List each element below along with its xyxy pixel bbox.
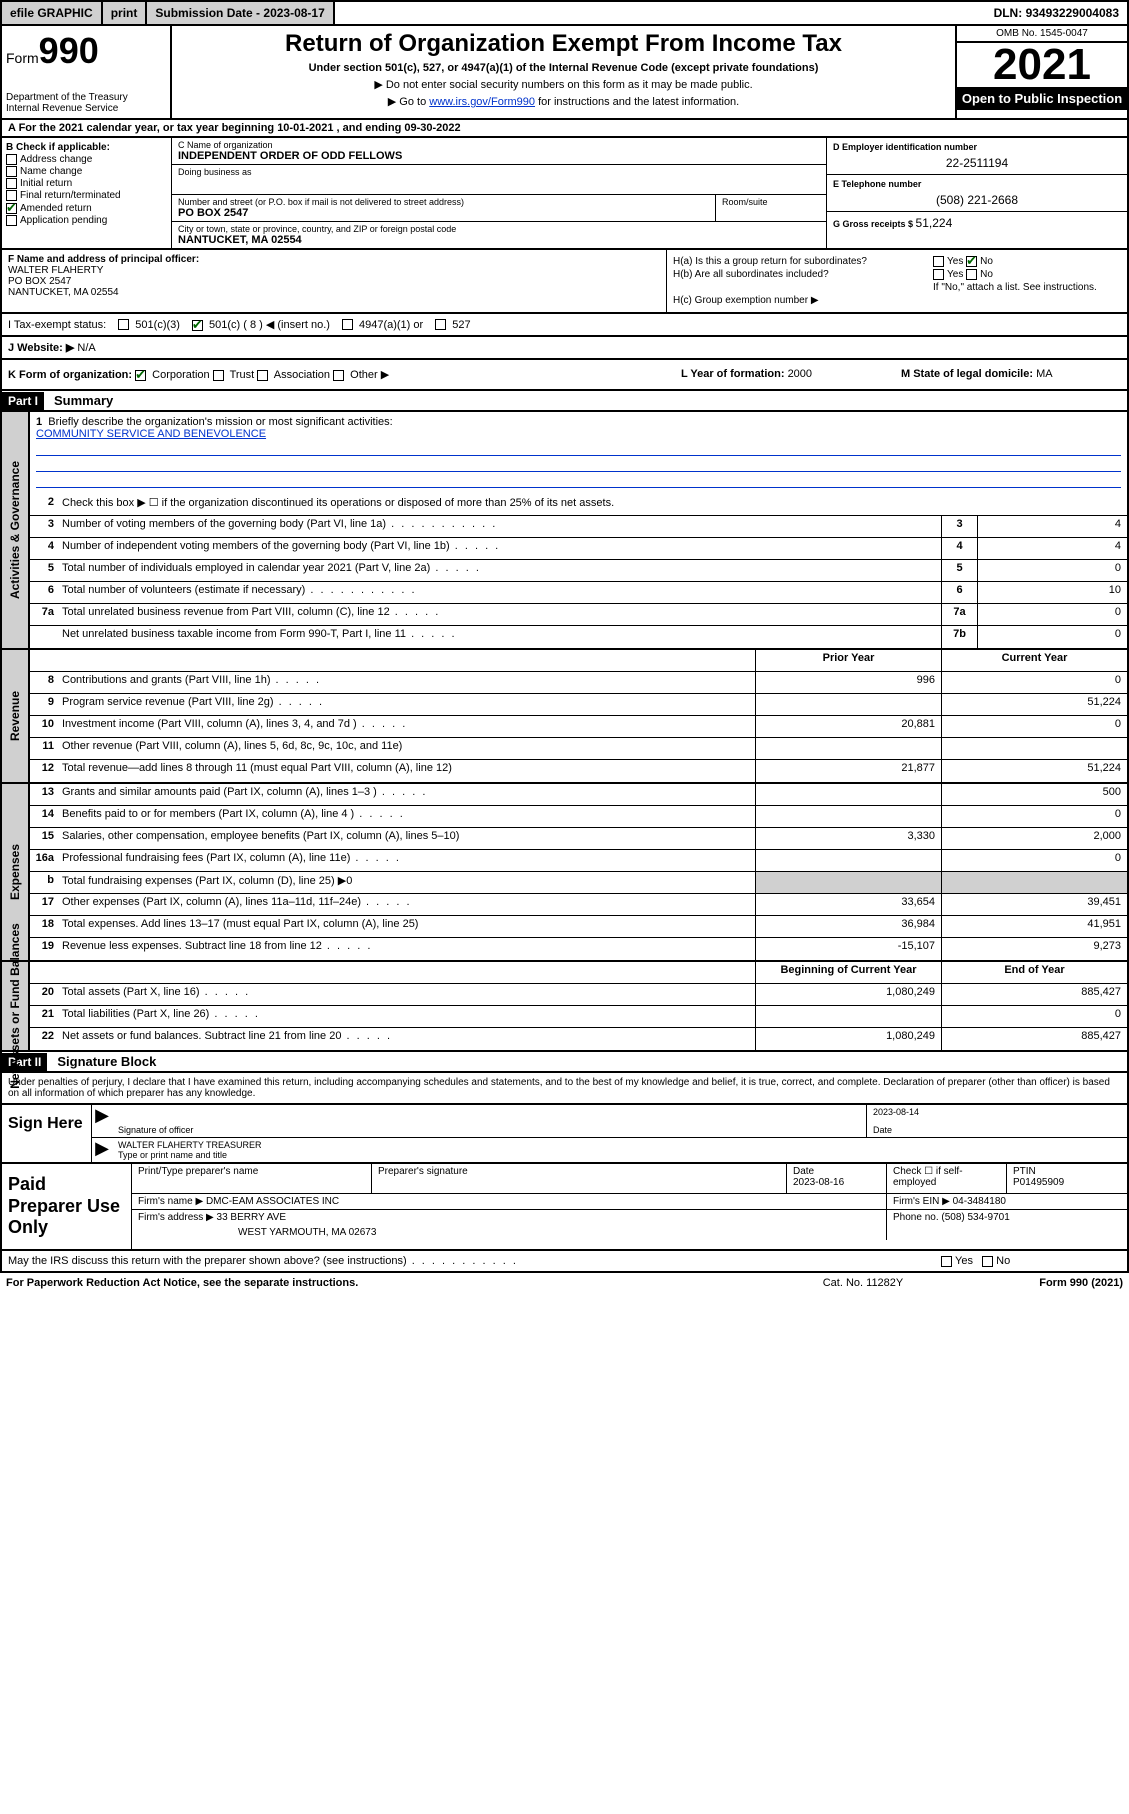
block-bcdeg: B Check if applicable: Address change Na…: [0, 138, 1129, 250]
submission-date: Submission Date - 2023-08-17: [147, 2, 334, 24]
section-net-assets: Net Assets or Fund Balances Beginning of…: [0, 962, 1129, 1052]
part2-header: Part II Signature Block: [0, 1052, 1129, 1073]
gross-receipts: 51,224: [916, 216, 953, 230]
officer-name: WALTER FLAHERTY TREASURER: [118, 1140, 1121, 1150]
block-fh: F Name and address of principal officer:…: [0, 250, 1129, 314]
perjury-statement: Under penalties of perjury, I declare th…: [0, 1073, 1129, 1105]
section-governance: Activities & Governance 1 Briefly descri…: [0, 412, 1129, 650]
row-klm: K Form of organization: Corporation Trus…: [0, 360, 1129, 391]
print-button[interactable]: print: [103, 2, 148, 24]
col-f-officer: F Name and address of principal officer:…: [2, 250, 667, 312]
irs-link[interactable]: www.irs.gov/Form990: [429, 96, 535, 108]
row-j-website: J Website: ▶ N/A: [0, 337, 1129, 360]
preparer-firm: DMC-EAM ASSOCIATES INC: [206, 1196, 339, 1207]
irs-discuss-row: May the IRS discuss this return with the…: [0, 1251, 1129, 1273]
footer: For Paperwork Reduction Act Notice, see …: [0, 1273, 1129, 1293]
part1-header: Part I Summary: [0, 391, 1129, 412]
form-title: Return of Organization Exempt From Incom…: [178, 30, 949, 58]
efile-badge: efile GRAPHIC: [2, 2, 103, 24]
paid-preparer-block: Paid Preparer Use Only Print/Type prepar…: [0, 1164, 1129, 1251]
dept-treasury: Department of the Treasury Internal Reve…: [6, 92, 166, 114]
row-i-tax-status: I Tax-exempt status: 501(c)(3) 501(c) ( …: [0, 314, 1129, 337]
col-deg: D Employer identification number 22-2511…: [827, 138, 1127, 248]
line1-mission: 1 Briefly describe the organization's mi…: [30, 412, 1127, 494]
section-expenses: Expenses 13Grants and similar amounts pa…: [0, 784, 1129, 962]
col-h-group: H(a) Is this a group return for subordin…: [667, 250, 1127, 312]
form-subtitle: Under section 501(c), 527, or 4947(a)(1)…: [178, 62, 949, 74]
goto-note: ▶ Go to www.irs.gov/Form990 for instruct…: [178, 95, 949, 108]
sign-here-block: Sign Here ▶ Signature of officer 2023-08…: [0, 1105, 1129, 1164]
col-b-checkboxes: B Check if applicable: Address change Na…: [2, 138, 172, 248]
org-city: NANTUCKET, MA 02554: [178, 234, 820, 246]
form-number: Form990: [6, 30, 166, 72]
phone: (508) 221-2668: [833, 193, 1121, 207]
col-c-org-info: C Name of organization INDEPENDENT ORDER…: [172, 138, 827, 248]
dln: DLN: 93493229004083: [986, 2, 1127, 24]
org-street: PO BOX 2547: [178, 207, 709, 219]
ssn-note: ▶ Do not enter social security numbers o…: [178, 78, 949, 91]
form-header: Form990 Department of the Treasury Inter…: [0, 26, 1129, 120]
open-inspection: Open to Public Inspection: [957, 87, 1127, 110]
section-revenue: Revenue Prior YearCurrent Year 8Contribu…: [0, 650, 1129, 784]
tax-year: 2021: [957, 43, 1127, 87]
row-a-tax-year: A For the 2021 calendar year, or tax yea…: [0, 120, 1129, 138]
org-name: INDEPENDENT ORDER OF ODD FELLOWS: [178, 150, 820, 162]
topbar: efile GRAPHIC print Submission Date - 20…: [0, 0, 1129, 26]
ein: 22-2511194: [833, 156, 1121, 170]
